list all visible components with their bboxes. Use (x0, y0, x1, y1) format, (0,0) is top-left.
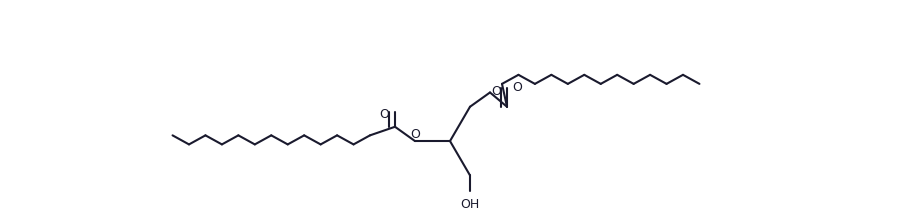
Text: O: O (379, 108, 389, 121)
Text: OH: OH (460, 198, 479, 211)
Text: O: O (410, 128, 420, 141)
Text: O: O (491, 85, 501, 98)
Text: O: O (512, 81, 522, 94)
